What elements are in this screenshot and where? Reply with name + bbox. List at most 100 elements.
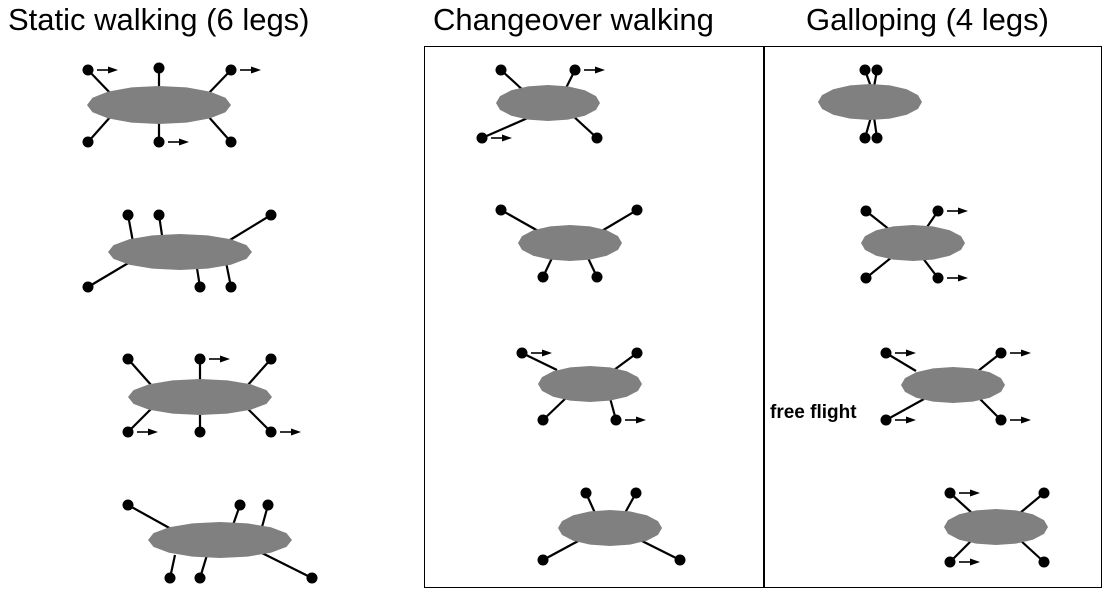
robot-2-foot-4 [82,281,94,293]
robot-11-leg-1 [885,352,917,372]
robot-3-foot-4 [122,426,134,438]
robot-4-foot-3 [262,499,274,511]
robot-1-leg-4 [87,114,113,143]
free-flight-annotation: free flight [770,402,857,423]
robot-10-foot-2 [932,205,944,217]
changeover-panel-border [424,46,764,588]
robot-11-foot-4-arrow-head [1021,416,1031,424]
column-title-changeover-walking: Changeover walking [433,2,714,37]
robot-7-foot-1 [516,347,528,359]
robot-6-leg-1 [500,209,541,233]
robot-6-body [518,225,622,261]
robot-4-body [148,522,292,558]
robot-2-leg-4 [87,261,131,288]
robot-1-foot-4 [82,136,94,148]
robot-1-leg-6 [206,114,232,143]
robot-10-leg-3 [865,256,893,279]
robot-12-foot-1-arrow-head [970,489,980,497]
robot-1-foot-3 [225,64,237,76]
robot-5-leg-4 [481,115,531,140]
robot-8-foot-4 [674,554,686,566]
robot-8-body [558,510,662,546]
robot-5-foot-2-arrow-head [595,66,605,74]
robot-2-foot-2 [153,209,165,221]
robot-1-body [87,86,231,124]
robot-9-foot-3 [859,132,871,144]
robot-3-foot-1 [122,353,134,365]
galloping-panel-border [764,46,1102,588]
robot-8-foot-3 [537,554,549,566]
robot-3-foot-2 [194,353,206,365]
robot-10-body [861,225,965,261]
robot-11-body [901,367,1005,403]
robot-3-leg-6 [246,407,272,433]
robot-1-leg-3 [206,69,232,96]
robot-7-foot-2 [631,347,643,359]
robot-5-foot-3 [591,132,603,144]
robot-5-foot-4-arrow-head [502,134,512,142]
robot-9-foot-2 [871,64,883,76]
robot-6-foot-1 [495,204,507,216]
robot-3-body [128,379,272,415]
robot-5-foot-1 [495,64,507,76]
robot-3-foot-4-arrow-head [148,428,158,436]
robot-3-leg-1 [127,358,153,387]
robot-12-foot-2 [1038,487,1050,499]
robot-11-foot-2-arrow-head [1021,349,1031,357]
robot-4-foot-5 [194,572,206,584]
robot-4-leg-1 [127,504,174,531]
robot-12-foot-3 [944,556,956,568]
robot-5-leg-3 [571,114,598,139]
robot-7-foot-3 [537,414,549,426]
robot-9-body [818,84,922,120]
robot-10-foot-4-arrow-head [958,274,968,282]
robot-11-foot-2 [995,347,1007,359]
robot-4-foot-6 [306,572,318,584]
robot-10-foot-3 [860,272,872,284]
robot-7-leg-1 [521,352,558,371]
robot-3-leg-3 [246,358,272,387]
robot-1-foot-1 [82,64,94,76]
robot-5-body [496,85,600,121]
robot-11-foot-1 [880,347,892,359]
robot-3-leg-4 [127,407,153,433]
column-title-galloping: Galloping (4 legs) [806,2,1049,37]
column-title-static-walking: Static walking (6 legs) [8,2,310,37]
robot-3-foot-6-arrow-head [291,428,301,436]
robot-12-foot-4 [1038,556,1050,568]
robot-2-body [108,234,252,270]
robot-2-foot-3 [265,209,277,221]
robot-11-foot-3 [880,414,892,426]
robot-3-foot-5 [194,426,206,438]
robot-11-foot-1-arrow-head [906,349,916,357]
robot-4-foot-1 [122,499,134,511]
robot-7-foot-1-arrow-head [542,349,552,357]
robot-1-leg-1 [87,69,113,96]
robot-12-body [944,509,1048,545]
robot-10-foot-2-arrow-head [958,207,968,215]
robot-7-foot-4-arrow-head [636,416,646,424]
robot-1-foot-6 [225,136,237,148]
robot-10-foot-1 [860,205,872,217]
robot-8-foot-1 [580,487,592,499]
robot-1-foot-5-arrow-head [179,138,189,146]
robot-9-foot-1 [859,64,871,76]
robot-8-leg-3 [542,539,581,561]
robot-11-foot-3-arrow-head [906,416,916,424]
robot-11-foot-4 [995,414,1007,426]
robot-5-foot-4 [476,132,488,144]
robot-4-leg-6 [259,551,313,579]
robot-4-foot-4 [164,572,176,584]
robot-2-foot-5 [194,281,206,293]
robot-4-foot-2 [234,499,246,511]
robot-6-foot-2 [631,204,643,216]
robot-3-foot-3 [265,353,277,365]
robot-1-foot-1-arrow-head [108,66,118,74]
robot-1-foot-5 [153,136,165,148]
robot-12-foot-3-arrow-head [970,558,980,566]
robot-11-leg-3 [885,398,925,421]
robot-10-foot-4 [932,272,944,284]
robot-1-foot-2 [153,62,165,74]
robot-8-foot-2 [630,487,642,499]
